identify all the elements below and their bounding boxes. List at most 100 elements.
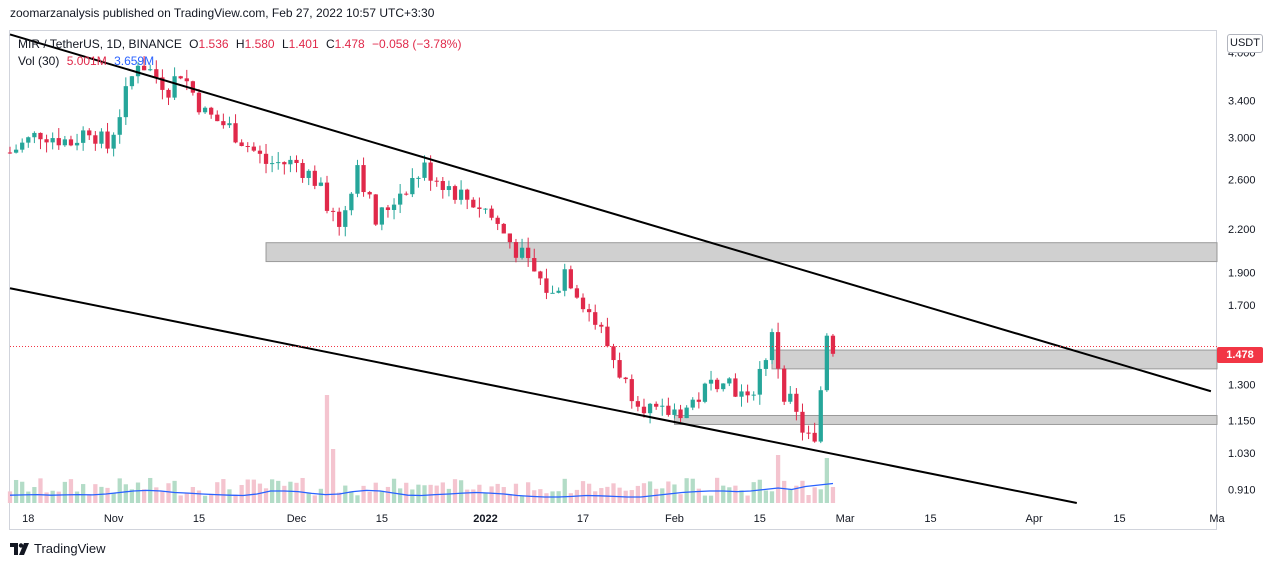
candle-down [105,122,110,154]
time-axis-label: 2022 [473,513,497,525]
candle-body [513,242,519,258]
open-value: 1.536 [198,37,229,51]
candle-body [148,69,153,71]
volume-bar [398,488,403,503]
candle-body [99,131,104,144]
candle-body [379,207,384,225]
volume-bar [221,479,226,503]
zone-box [771,349,1218,370]
time-axis-label: Nov [104,513,124,525]
candle-down [812,422,817,443]
candle-down [87,128,92,140]
volume-bar [38,478,43,503]
candle-body [361,165,366,193]
volume-bar [593,491,598,503]
candle-down [641,398,647,418]
volume-bar [489,486,494,503]
volume-bar [422,485,427,503]
candle-up [708,370,714,391]
volume-bar [562,478,567,503]
volume-bar [446,488,452,503]
candle-up [562,263,567,297]
candle-down [385,204,391,218]
candle-down [489,205,494,221]
time-axis-label: 15 [754,513,766,525]
candle-up [757,361,762,405]
candle-down [300,159,305,183]
candle-down [678,404,683,423]
candle-up [824,333,829,392]
candle-body [788,393,793,402]
candle-down [294,155,299,173]
candle-body [160,77,165,90]
candle-up [416,176,421,188]
chart-frame[interactable] [9,30,1217,530]
candle-body [385,207,391,210]
candle-down [513,238,519,263]
candle-body [330,210,336,212]
candle-body [422,162,427,178]
candle-body [38,132,43,140]
price-axis-label: 1.300 [1228,379,1256,391]
candle-body [251,146,256,151]
volume-bar [580,481,586,503]
candle-up [763,358,769,376]
volume-bar [477,484,482,503]
candle-down [471,197,476,208]
candle-up [81,126,86,151]
candle-up [483,208,488,214]
volume-bar [635,485,641,503]
open-label: O [189,37,199,51]
candle-body [13,149,19,153]
volume-bar [337,492,342,503]
volume-bar [282,485,287,503]
time-axis-label: 15 [193,513,205,525]
volume-bar [666,481,671,503]
volume-bar [806,495,811,503]
candle-body [398,193,403,205]
volume-bar [471,489,476,503]
candle-body [538,271,543,279]
volume-bar [349,491,354,503]
volume-bar [519,495,525,503]
candle-body [62,139,67,146]
volume-bar [544,493,549,503]
candle-body [708,379,714,384]
candle-down [605,317,610,348]
candle-up [458,180,464,205]
volume-bar [13,479,19,503]
volume-label[interactable]: Vol (30) [18,54,60,68]
volume-bar [416,484,421,503]
candle-down [526,237,531,267]
candle-body [477,207,482,210]
candle-body [806,432,811,434]
candle-body [495,217,500,224]
candle-body [568,269,573,289]
candle-body [221,121,226,126]
candle-down [38,132,43,150]
candle-body [288,159,293,165]
footer-brand[interactable]: TradingView [10,541,106,556]
candle-down [178,75,183,80]
volume-bar [507,494,513,503]
candle-down [666,397,671,417]
candle-body [391,204,397,210]
candle-body [117,117,122,135]
volume-bar [458,480,464,503]
candle-up [391,198,397,220]
candle-body [74,142,80,146]
price-axis: 0.910 1.030 1.150 1.300 1.700 1.900 2.200 2.600… [1228,47,1256,496]
volume-bar [696,488,701,503]
volume-bar [404,482,409,503]
candle-body [300,162,305,178]
candle-layer [7,56,836,444]
candle-body [367,192,372,195]
currency-button[interactable]: USDT [1227,34,1263,53]
candle-body [617,360,622,378]
symbol-label[interactable]: MIR / TetherUS, 1D, BINANCE [18,37,182,51]
candle-down [440,177,445,199]
volume-ma-value: 3.659M [114,54,155,68]
volume-bar [465,489,470,503]
candle-body [7,152,13,154]
